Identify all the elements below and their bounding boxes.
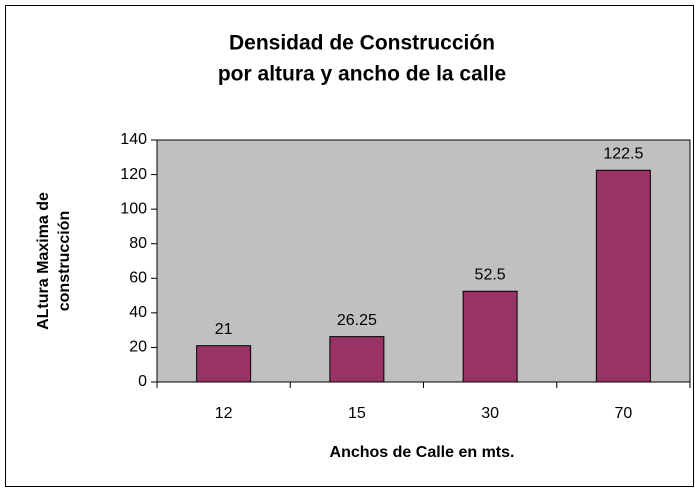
y-tick-label: 20 [129,339,147,356]
y-tick-label: 100 [120,200,147,217]
y-axis-title: ALtura Maxima de [35,192,52,330]
chart-title: Densidad de Construcción [229,32,495,55]
bar [329,336,385,383]
chart-title: por altura y ancho de la calle [218,63,506,86]
x-tick-label: 70 [614,405,632,422]
bar [196,345,252,383]
y-tick-label: 120 [120,166,147,183]
x-tick-label: 15 [348,405,366,422]
y-tick-label: 80 [129,235,147,252]
y-tick-label: 0 [138,373,147,390]
bar [595,169,651,383]
data-label: 26.25 [337,312,377,329]
x-tick-label: 12 [215,405,233,422]
y-tick-label: 60 [129,270,147,287]
data-label: 122.5 [603,145,643,162]
x-tick-label: 30 [481,405,499,422]
bar [462,290,518,383]
data-label: 21 [215,321,233,338]
y-axis-title: construcción [56,211,73,311]
data-label: 52.5 [475,266,506,283]
y-tick-label: 40 [129,304,147,321]
y-tick-label: 140 [120,131,147,148]
x-axis-title: Anchos de Calle en mts. [330,444,515,461]
